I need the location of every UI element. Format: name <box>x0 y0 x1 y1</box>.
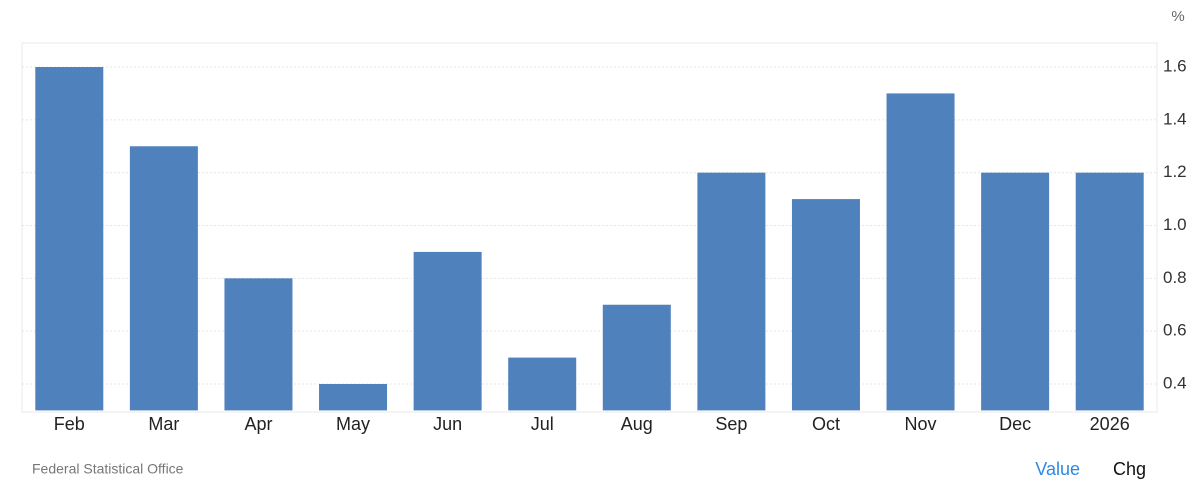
x-tick-label: Nov <box>905 414 937 434</box>
x-tick-label: 2026 <box>1090 414 1130 434</box>
change-button[interactable]: Chg <box>1113 459 1146 479</box>
plot-frame <box>21 42 1158 413</box>
x-tick-label: Mar <box>148 414 179 434</box>
x-tick-label: May <box>336 414 370 434</box>
x-tick-label: Aug <box>621 414 653 434</box>
bar <box>1075 172 1144 411</box>
y-tick-label: 1.4 <box>1163 109 1187 128</box>
bar <box>35 67 104 411</box>
source: Federal Statistical Office <box>32 461 184 477</box>
y-tick-label: 0.4 <box>1163 373 1187 392</box>
bar <box>791 199 860 411</box>
x-tick-label: Jul <box>531 414 554 434</box>
bar <box>224 278 293 411</box>
bar <box>129 146 198 411</box>
bar <box>697 172 766 411</box>
y-tick-label: 0.8 <box>1163 268 1187 287</box>
bar <box>508 357 577 411</box>
bar <box>413 251 482 411</box>
bar <box>886 93 955 411</box>
y-tick-label: 1.2 <box>1163 162 1187 181</box>
x-tick-label: Dec <box>999 414 1031 434</box>
bar <box>602 304 671 411</box>
y-tick-label: 1.0 <box>1163 215 1187 234</box>
x-tick-label: Feb <box>54 414 85 434</box>
bar <box>981 172 1050 411</box>
x-tick-label: Sep <box>715 414 747 434</box>
bar <box>319 383 388 411</box>
value-button[interactable]: Value <box>1035 459 1080 479</box>
unit-label: % <box>1171 8 1184 25</box>
x-tick-label: Jun <box>433 414 462 434</box>
x-tick-label: Apr <box>244 414 272 434</box>
y-tick-label: 1.6 <box>1163 56 1187 75</box>
x-tick-label: Oct <box>812 414 840 434</box>
y-tick-label: 0.6 <box>1163 321 1187 340</box>
